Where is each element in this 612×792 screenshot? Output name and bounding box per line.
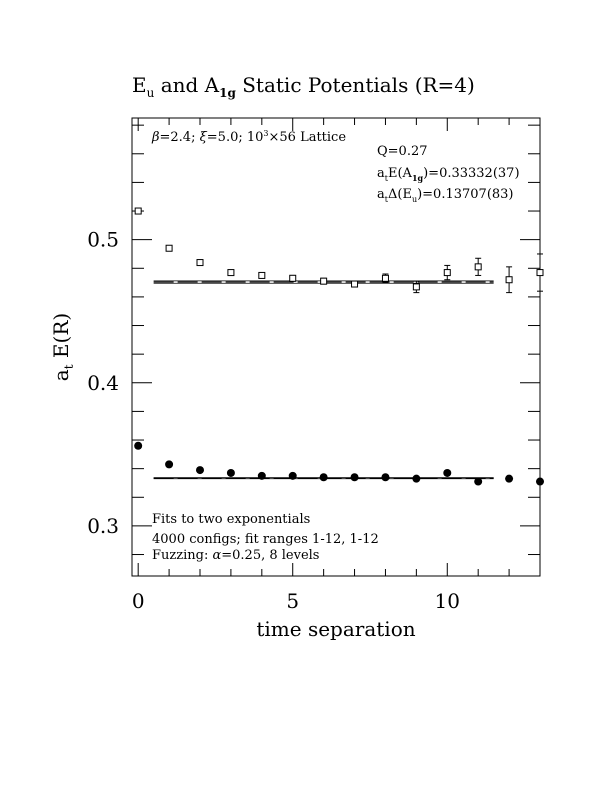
x-axis-label: time separation xyxy=(256,617,415,641)
fit2-annotation: atΔ(Eu)=0.13707(83) xyxy=(377,187,514,204)
data-point-square xyxy=(134,207,142,215)
data-point-circle xyxy=(443,468,452,477)
data-point-square xyxy=(289,274,297,282)
bottom-annotation-2: 4000 configs; fit ranges 1-12, 1-12 xyxy=(152,532,379,547)
data-point-square xyxy=(227,269,235,277)
y-tick-label: 0.3 xyxy=(87,514,119,538)
q-annotation: Q=0.27 xyxy=(377,144,428,159)
data-point-circle xyxy=(134,441,143,450)
data-point-circle xyxy=(350,473,359,482)
axis-ticks xyxy=(132,118,541,576)
y-tick-label: 0.4 xyxy=(87,371,119,395)
data-point-square xyxy=(165,244,173,252)
data-point-circle xyxy=(226,468,235,477)
chart-title: Eu and A1g Static Potentials (R=4) xyxy=(132,73,475,100)
data-point-circle xyxy=(474,477,483,486)
x-tick-label: 5 xyxy=(286,589,299,613)
data-point-square xyxy=(474,263,482,271)
fit1-annotation: atE(A1g)=0.33332(37) xyxy=(377,166,520,183)
data-point-circle xyxy=(196,466,204,475)
y-tick-labels: 0.3 0.4 0.5 xyxy=(87,228,119,538)
data-point-circle xyxy=(536,477,544,486)
fit-lines xyxy=(153,280,494,480)
series-a-points xyxy=(134,441,544,486)
x-tick-label: 10 xyxy=(435,589,460,613)
data-point-square xyxy=(443,269,451,277)
data-point-square xyxy=(505,276,513,284)
x-tick-label: 0 xyxy=(132,589,145,613)
bottom-annotation-3: Fuzzing: α=0.25, 8 levels xyxy=(152,548,319,563)
plot-frame xyxy=(131,117,541,577)
data-point-square xyxy=(196,259,204,267)
data-point-circle xyxy=(165,460,174,469)
data-point-circle xyxy=(319,473,328,482)
data-point-square xyxy=(258,271,266,279)
data-point-square xyxy=(320,277,328,285)
bottom-annotation-1: Fits to two exponentials xyxy=(152,512,310,527)
x-tick-labels: 0 5 10 xyxy=(132,589,460,613)
data-point-square xyxy=(536,269,544,277)
data-point-square xyxy=(351,280,359,288)
series-e-points xyxy=(134,207,544,294)
data-point-square xyxy=(412,283,420,291)
data-point-circle xyxy=(412,474,421,483)
data-point-circle xyxy=(257,471,266,480)
data-point-circle xyxy=(381,473,390,482)
data-point-square xyxy=(381,274,389,282)
data-point-circle xyxy=(505,474,514,483)
lattice-annotation: β=2.4; ξ=5.0; 103×56 Lattice xyxy=(151,129,346,145)
data-point-circle xyxy=(288,471,297,480)
y-axis-label: at E(R) xyxy=(49,313,76,381)
y-tick-label: 0.5 xyxy=(87,228,119,252)
